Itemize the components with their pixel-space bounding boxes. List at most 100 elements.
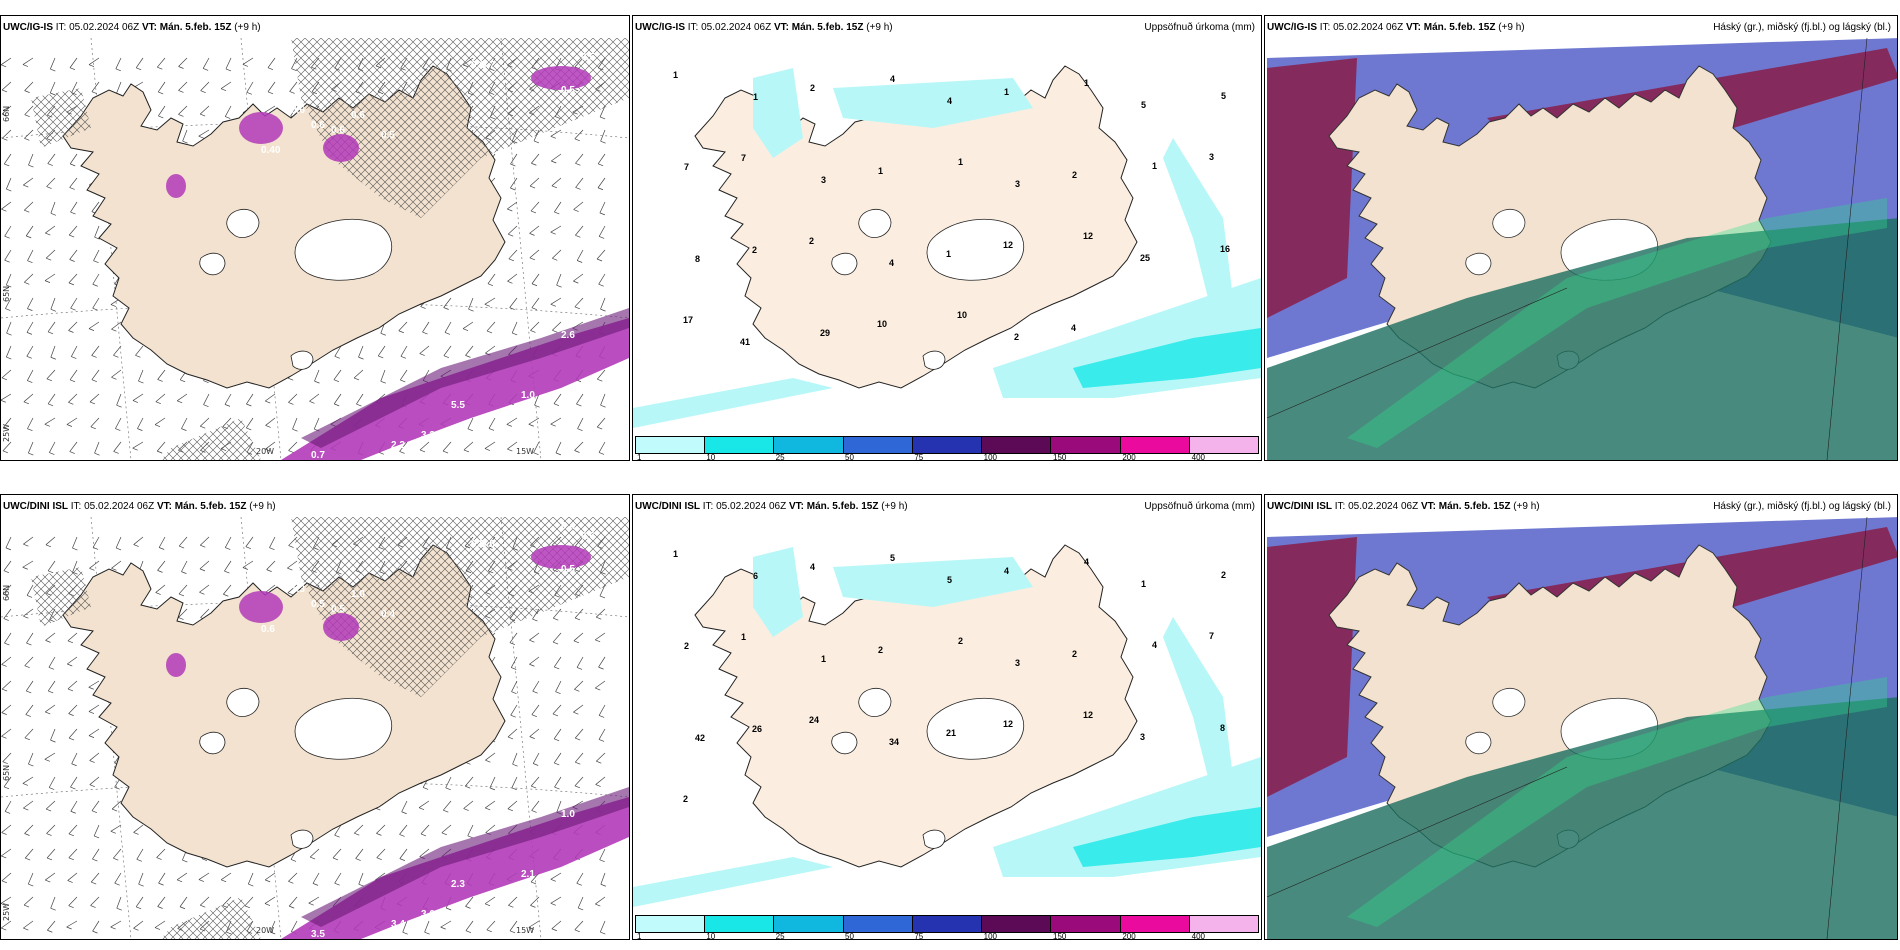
- wind-barb: [509, 297, 518, 308]
- wind-barb-flag: [1, 903, 7, 906]
- wind-barb: [288, 393, 298, 403]
- wind-barb: [308, 896, 320, 904]
- wind-barb: [511, 680, 518, 692]
- wind-barb-flag: [244, 905, 250, 909]
- wind-barb: [358, 345, 364, 358]
- wind-barb-flag: [68, 737, 75, 741]
- wind-barb: [1, 848, 12, 857]
- precip-area: [633, 857, 833, 907]
- wind-barb: [137, 417, 144, 429]
- lon-label: 20W: [256, 926, 274, 935]
- wind-barb-flag: [136, 67, 142, 71]
- wind-barb-flag: [176, 879, 183, 883]
- wind-barb: [27, 369, 34, 381]
- wind-barb: [23, 536, 34, 545]
- boundary-line: [1266, 287, 1568, 419]
- wind-barb: [50, 896, 56, 909]
- wind-barb: [264, 896, 276, 904]
- wind-value-label: 1.8: [501, 430, 515, 441]
- precip-value-label: 8: [695, 254, 700, 264]
- wind-barb-flag: [465, 906, 471, 909]
- wind-barb: [23, 920, 34, 929]
- wind-barb-flag: [48, 570, 54, 574]
- wind-barb: [597, 369, 606, 380]
- wind-barb: [28, 153, 34, 166]
- wind-barb: [419, 848, 430, 857]
- wind-barb: [291, 920, 298, 932]
- wind-barb: [224, 560, 232, 572]
- wind-barb: [1, 656, 12, 665]
- precip-value-label: 1: [1084, 78, 1089, 88]
- wind-barb-flag: [420, 833, 427, 837]
- wind-barb-flag: [138, 883, 144, 887]
- wind-barb-flag: [1, 832, 7, 835]
- iceland-landmass: [694, 65, 1138, 389]
- wind-barb-flag: [198, 879, 205, 882]
- wind-barb-flag: [595, 687, 601, 691]
- wind-barb-flag: [25, 714, 31, 717]
- legend-swatch: [1051, 916, 1121, 932]
- wind-barb-flag: [508, 258, 514, 262]
- wind-barb-flag: [245, 546, 251, 549]
- wind-barb: [463, 441, 474, 451]
- wind-barb: [157, 57, 166, 68]
- wind-barb-flag: [70, 786, 76, 790]
- wind-barb-flag: [553, 641, 559, 645]
- wind-barb: [138, 369, 144, 382]
- wind-barb: [23, 393, 34, 403]
- wind-barb-flag: [179, 545, 185, 549]
- wind-barb-flag: [248, 883, 254, 887]
- wind-barb: [70, 201, 78, 213]
- wind-barb-flag: [50, 356, 56, 360]
- wind-barb-flag: [600, 140, 606, 144]
- wind-barb-flag: [157, 450, 163, 454]
- wind-barb: [418, 800, 430, 808]
- precip-value-label: 4: [1071, 323, 1076, 333]
- wind-barb: [66, 417, 78, 425]
- wind-barb-flag: [467, 428, 474, 432]
- wind-barb: [49, 81, 56, 94]
- wind-barb: [47, 393, 56, 405]
- wind-barb-flag: [550, 423, 556, 427]
- wind-barb: [1, 369, 12, 379]
- wind-barb-flag: [553, 617, 559, 621]
- precip-value-label: 12: [1083, 710, 1093, 720]
- wind-barb-flag: [443, 809, 449, 813]
- wind-barb-flag: [47, 403, 54, 407]
- wind-barb: [68, 896, 78, 906]
- wind-barb-flag: [26, 332, 33, 335]
- legend-swatch: [636, 916, 706, 932]
- wind-barb: [599, 201, 606, 214]
- wind-barb-flag: [48, 690, 54, 694]
- wind-barb-flag: [91, 881, 97, 885]
- wind-barb-flag: [94, 236, 100, 240]
- wind-barb: [555, 680, 562, 692]
- wind-barb: [551, 177, 562, 187]
- wind-barb-flag: [531, 162, 537, 166]
- wind-barb: [72, 536, 78, 549]
- wind-barb: [531, 704, 540, 715]
- wind-barb-flag: [600, 404, 606, 408]
- wind-barb-flag: [376, 833, 382, 836]
- wind-barb: [220, 872, 232, 881]
- wind-barb-flag: [556, 284, 562, 288]
- panel-precip-row2: UWC/DINI ISL IT: 05.02.2024 06Z VT: Mán.…: [632, 494, 1262, 940]
- wind-value-label: 3.5: [311, 929, 325, 939]
- wind-barb: [484, 441, 496, 449]
- wind-barb-flag: [2, 761, 8, 765]
- wind-barb: [555, 441, 562, 454]
- wind-barb-flag: [159, 547, 165, 550]
- wind-barb-flag: [203, 68, 209, 71]
- wind-barb-flag: [443, 307, 449, 310]
- wind-barb: [553, 752, 562, 764]
- wind-barb-flag: [4, 642, 10, 646]
- wind-barb: [45, 800, 56, 810]
- wind-barb-flag: [138, 380, 144, 384]
- wind-barb: [529, 632, 540, 641]
- wind-barb-flag: [574, 617, 581, 621]
- wind-barb-flag: [575, 737, 581, 741]
- wind-barb: [510, 656, 518, 668]
- precip-area: [753, 547, 803, 637]
- glacier: [1465, 252, 1492, 276]
- wind-barb: [266, 560, 276, 570]
